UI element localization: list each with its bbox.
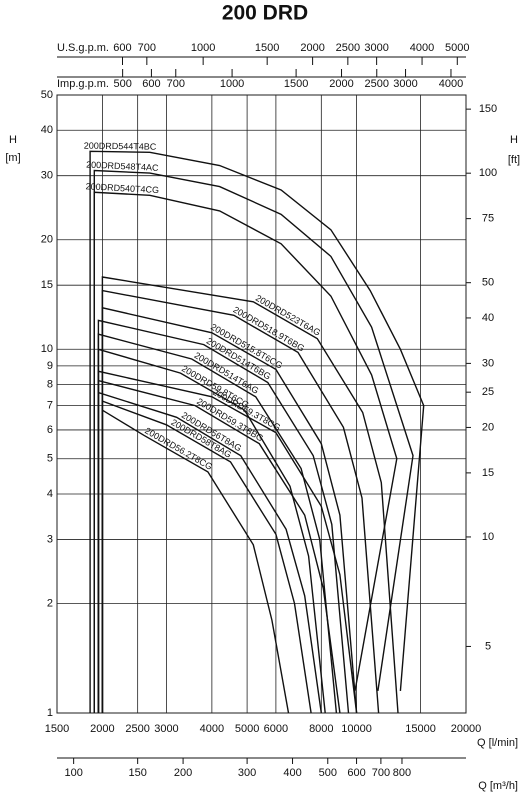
top-axis-tick-label: 1000 — [220, 78, 244, 90]
bottom-axis-tick-label: 200 — [174, 767, 192, 779]
bottom-axis-tick-label: 100 — [64, 767, 82, 779]
y-tick-label: 40 — [41, 124, 53, 136]
x-tick-label: 2500 — [125, 723, 149, 735]
top-axis-tick-label: 500 — [113, 78, 131, 90]
y-tick-label: 8 — [47, 378, 53, 390]
top-axis-label: U.S.g.p.m. — [57, 42, 109, 54]
top-axis-tick-label: 700 — [167, 78, 185, 90]
pump-curve — [97, 379, 341, 714]
x-tick-label: 2000 — [90, 723, 114, 735]
y-tick-label: 50 — [41, 89, 53, 101]
bottom-axis-tick-label: 800 — [393, 767, 411, 779]
x-tick-label: 3000 — [154, 723, 178, 735]
pump-curve — [101, 276, 399, 714]
y2-tick-label: 150 — [479, 103, 497, 115]
top-axis-tick-label: 2000 — [300, 42, 324, 54]
pump-curve — [101, 400, 312, 714]
pump-curve — [97, 319, 350, 714]
y-tick-label: 5 — [47, 453, 53, 465]
y2-tick-label: 10 — [482, 531, 494, 543]
top-axis-tick-label: 700 — [138, 42, 156, 54]
x-tick-label: 6000 — [264, 723, 288, 735]
top-axis-tick-label: 3000 — [364, 42, 388, 54]
curve-label: 200DRD540T4CG — [85, 181, 159, 195]
x-tick-label: 10000 — [341, 723, 372, 735]
x-tick-label: 1500 — [45, 723, 69, 735]
y-axis-unit: [m] — [5, 152, 20, 164]
bottom-axis-tick-label: 150 — [128, 767, 146, 779]
top-axis-tick-label: 2500 — [336, 42, 360, 54]
x-tick-label: 20000 — [451, 723, 482, 735]
top-axis-tick-label: 1500 — [284, 78, 308, 90]
y2-tick-label: 15 — [482, 467, 494, 479]
top-axis-tick-label: 1500 — [255, 42, 279, 54]
top-axis-tick-label: 2000 — [329, 78, 353, 90]
curve-label: 200DRD544T4BC — [84, 141, 157, 152]
y-tick-label: 9 — [47, 360, 53, 372]
y-tick-label: 10 — [41, 343, 53, 355]
y-tick-label: 30 — [41, 170, 53, 182]
top-axis-tick-label: 600 — [113, 42, 131, 54]
y-tick-label: 3 — [47, 533, 53, 545]
x-axis-label: Q [l/min] — [477, 737, 518, 749]
pump-curve — [97, 370, 358, 714]
chart-title: 200 DRD — [222, 2, 308, 25]
y2-tick-label: 50 — [482, 277, 494, 289]
top-axis-tick-label: 4000 — [410, 42, 434, 54]
y-tick-label: 1 — [47, 707, 53, 719]
y2-tick-label: 5 — [485, 640, 491, 652]
x-tick-label: 5000 — [235, 723, 259, 735]
pump-curve — [101, 289, 380, 714]
top-axis-tick-label: 600 — [142, 78, 160, 90]
top-axis-label: Imp.g.p.m. — [57, 78, 109, 90]
y2-tick-label: 40 — [482, 312, 494, 324]
y2-tick-label: 25 — [482, 386, 494, 398]
y-axis-label: H — [9, 134, 17, 146]
y2-axis-unit: [ft] — [508, 154, 520, 166]
y2-tick-label: 20 — [482, 421, 494, 433]
y2-tick-label: 75 — [482, 213, 494, 225]
y2-tick-label: 100 — [479, 167, 497, 179]
pump-curve — [101, 306, 358, 714]
top-axis-tick-label: 2500 — [365, 78, 389, 90]
y-tick-label: 4 — [47, 488, 53, 500]
y2-axis-label: H — [510, 134, 518, 146]
x-tick-label: 8000 — [309, 723, 333, 735]
bottom-axis-tick-label: 300 — [238, 767, 256, 779]
curve-label: 200DRD548T4AC — [86, 159, 159, 172]
y-tick-label: 2 — [47, 597, 53, 609]
pump-curve — [93, 169, 414, 713]
pump-curve — [97, 333, 338, 714]
y-tick-label: 20 — [41, 234, 53, 246]
pump-curve — [89, 150, 425, 713]
bottom-axis-label: Q [m³/h] — [478, 780, 518, 792]
pump-curve — [93, 191, 398, 713]
y-tick-label: 15 — [41, 279, 53, 291]
pump-curve — [97, 348, 326, 714]
x-tick-label: 15000 — [405, 723, 436, 735]
top-axis-tick-label: 1000 — [191, 42, 215, 54]
y2-tick-label: 30 — [482, 357, 494, 369]
x-tick-label: 4000 — [200, 723, 224, 735]
y-tick-label: 6 — [47, 424, 53, 436]
bottom-axis-tick-label: 500 — [319, 767, 337, 779]
top-axis-tick-label: 3000 — [393, 78, 417, 90]
y-tick-label: 7 — [47, 400, 53, 412]
pump-curve — [97, 391, 322, 714]
bottom-axis-tick-label: 400 — [283, 767, 301, 779]
top-axis-tick-label: 5000 — [445, 42, 469, 54]
top-axis-tick-label: 4000 — [439, 78, 463, 90]
bottom-axis-tick-label: 600 — [347, 767, 365, 779]
bottom-axis-tick-label: 700 — [372, 767, 390, 779]
